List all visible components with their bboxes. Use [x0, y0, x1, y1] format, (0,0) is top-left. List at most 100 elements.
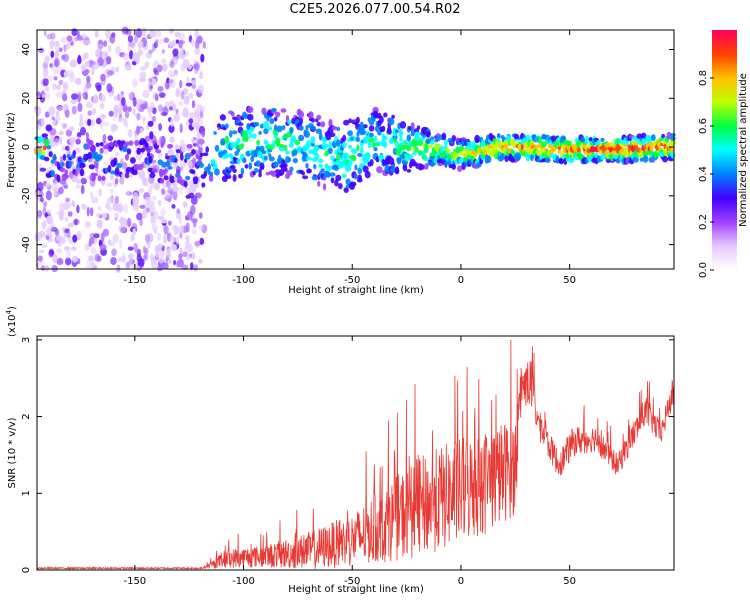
- band-cell: [450, 140, 454, 145]
- band-cell: [341, 141, 347, 148]
- colorbar-tick-label: 0.8: [698, 70, 709, 86]
- noise-speckle: [150, 182, 158, 190]
- noise-speckle: [161, 262, 169, 270]
- noise-speckle: [178, 225, 185, 234]
- band-cell: [305, 124, 309, 131]
- noise-speckle: [67, 69, 74, 77]
- noise-speckle: [41, 220, 47, 230]
- band-cell: [589, 146, 596, 153]
- band-cell: [50, 159, 55, 164]
- band-cell: [373, 146, 378, 152]
- band-cell: [381, 125, 386, 132]
- noise-speckle: [155, 30, 162, 38]
- band-cell: [183, 180, 188, 188]
- band-cell: [513, 133, 520, 140]
- band-cell: [304, 130, 310, 138]
- band-cell: [670, 133, 676, 137]
- noise-speckle: [137, 258, 145, 267]
- noise-speckle: [127, 246, 134, 251]
- noise-speckle: [91, 196, 99, 204]
- noise-speckle: [193, 63, 199, 70]
- band-cell: [463, 157, 468, 162]
- band-cell: [383, 135, 388, 141]
- band-cell: [155, 149, 162, 154]
- noise-speckle: [160, 218, 168, 224]
- noise-speckle: [75, 77, 82, 86]
- noise-speckle: [167, 220, 172, 226]
- noise-speckle: [103, 149, 109, 155]
- noise-speckle: [107, 135, 114, 142]
- noise-speckle: [92, 108, 96, 116]
- noise-speckle: [152, 78, 157, 86]
- noise-speckle: [137, 50, 142, 58]
- noise-speckle: [168, 124, 175, 133]
- band-cell: [642, 155, 649, 163]
- band-cell: [58, 136, 63, 145]
- band-cell: [68, 160, 72, 169]
- noise-speckle: [67, 222, 74, 228]
- band-cell: [46, 145, 52, 150]
- band-cell: [416, 131, 421, 136]
- band-cell: [512, 141, 517, 149]
- noise-speckle: [103, 40, 108, 47]
- noise-speckle: [148, 176, 155, 184]
- noise-speckle: [108, 241, 115, 246]
- band-cell: [44, 156, 50, 162]
- band-cell: [60, 162, 65, 167]
- noise-speckle: [148, 112, 152, 119]
- noise-speckle: [82, 92, 88, 100]
- noise-speckle: [80, 184, 85, 195]
- noise-speckle: [71, 93, 78, 100]
- noise-speckle: [202, 41, 207, 49]
- noise-speckle: [199, 212, 203, 219]
- band-cell: [193, 180, 198, 185]
- noise-speckle: [85, 132, 89, 139]
- noise-speckle: [90, 60, 96, 66]
- band-cell: [216, 123, 222, 128]
- band-cell: [148, 155, 153, 164]
- band-cell: [328, 147, 333, 155]
- band-cell: [310, 136, 316, 144]
- noise-speckle: [78, 121, 84, 127]
- noise-speckle: [163, 37, 170, 43]
- noise-speckle: [35, 106, 42, 116]
- noise-speckle: [109, 36, 116, 44]
- noise-speckle: [81, 203, 87, 210]
- noise-speckle: [161, 49, 165, 54]
- noise-speckle: [150, 253, 154, 261]
- band-cell: [259, 162, 265, 170]
- noise-speckle: [65, 257, 72, 266]
- noise-speckle: [139, 66, 147, 71]
- noise-speckle: [178, 217, 182, 224]
- band-cell: [411, 138, 418, 143]
- band-cell: [298, 110, 304, 119]
- noise-speckle: [38, 47, 45, 53]
- noise-speckle: [84, 243, 91, 251]
- band-cell: [612, 144, 617, 149]
- noise-speckle: [159, 250, 166, 258]
- noise-speckle: [86, 75, 91, 84]
- noise-speckle: [51, 116, 55, 121]
- band-cell: [335, 174, 342, 182]
- band-cell: [246, 122, 251, 131]
- band-cell: [243, 135, 250, 140]
- band-cell: [347, 130, 353, 137]
- band-cell: [343, 119, 350, 126]
- band-cell: [298, 125, 304, 131]
- band-cell: [362, 136, 369, 144]
- noise-speckle: [106, 56, 112, 65]
- band-cell: [236, 158, 241, 164]
- band-cell: [632, 156, 639, 163]
- band-cell: [59, 167, 66, 173]
- spectrogram-x-axis-title: Height of straight line (km): [288, 285, 424, 296]
- band-cell: [341, 173, 347, 178]
- noise-speckle: [130, 234, 135, 242]
- noise-speckle: [178, 253, 183, 260]
- noise-speckle: [59, 209, 65, 217]
- noise-speckle: [61, 103, 69, 111]
- noise-speckle: [127, 35, 133, 43]
- noise-speckle: [151, 206, 157, 213]
- band-cell: [126, 148, 132, 155]
- band-cell: [345, 178, 351, 186]
- band-cell: [163, 175, 169, 181]
